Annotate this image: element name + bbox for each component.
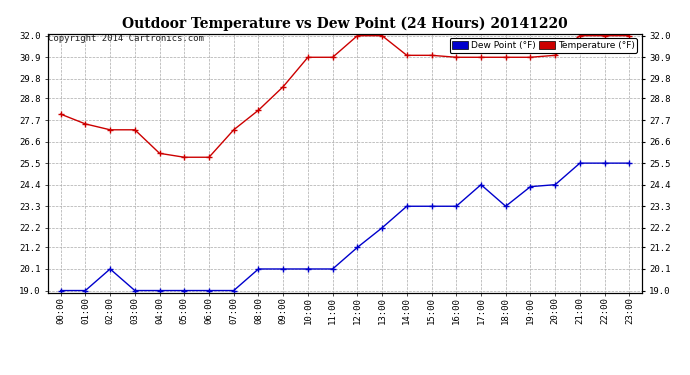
Legend: Dew Point (°F), Temperature (°F): Dew Point (°F), Temperature (°F)	[449, 38, 637, 53]
Text: Copyright 2014 Cartronics.com: Copyright 2014 Cartronics.com	[48, 34, 204, 43]
Title: Outdoor Temperature vs Dew Point (24 Hours) 20141220: Outdoor Temperature vs Dew Point (24 Hou…	[122, 17, 568, 31]
